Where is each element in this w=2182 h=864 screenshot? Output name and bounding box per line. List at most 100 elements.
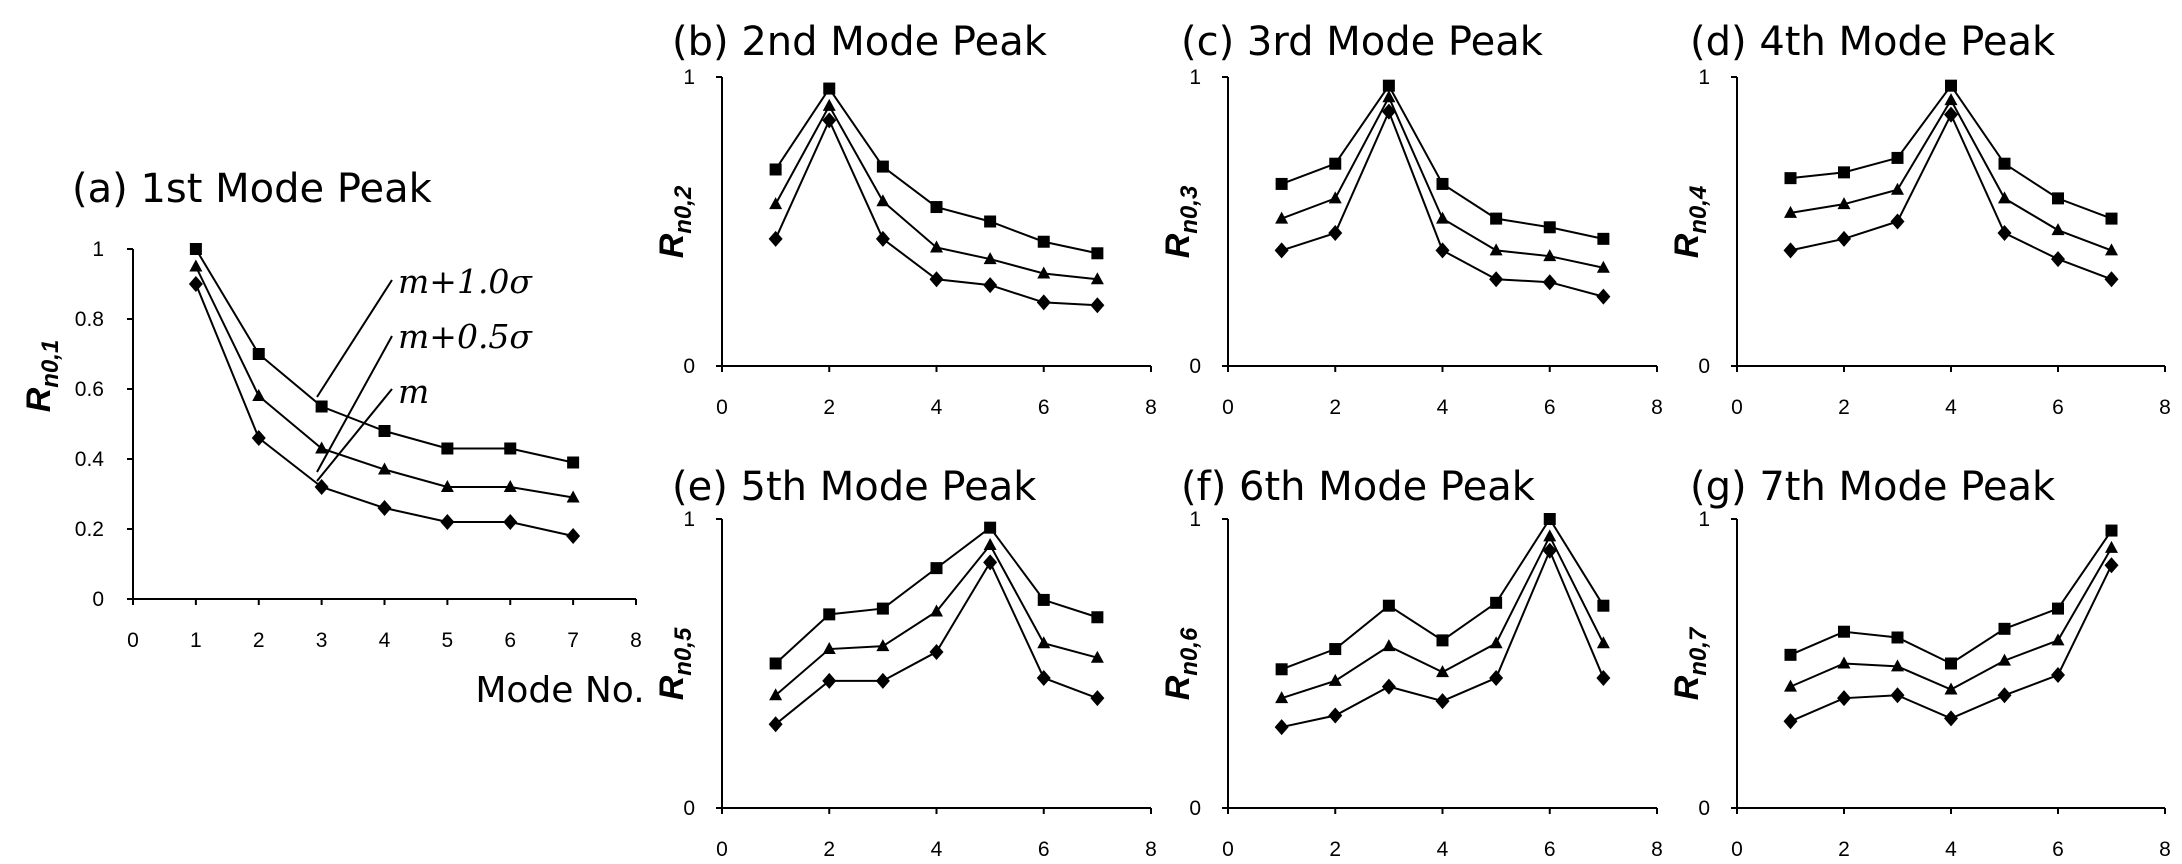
data-point [1436, 634, 1449, 647]
series-annotation: m+0.5σ [398, 317, 533, 356]
data-point [1436, 665, 1449, 678]
data-point [1596, 288, 1611, 305]
data-point [1091, 611, 1104, 624]
x-tick-label: 4 [1437, 838, 1449, 861]
y-tick-label: 1 [1698, 508, 1710, 531]
x-tick-label: 8 [2159, 838, 2171, 861]
series-diamond [1783, 557, 2119, 730]
y-tick-label: 0 [1189, 797, 1201, 820]
x-tick-label: 6 [1544, 396, 1556, 419]
data-point [1944, 710, 1958, 727]
x-tick-label: 2 [823, 396, 835, 419]
data-point [1490, 596, 1503, 609]
panel-title: (f) 6th Mode Peak [1181, 464, 1536, 510]
data-point [188, 276, 203, 292]
data-point [769, 688, 783, 701]
data-point [504, 442, 517, 455]
data-point [823, 608, 836, 621]
y-axis-label: Rn0,5 [653, 627, 697, 700]
series-line [774, 86, 1098, 255]
data-point [1944, 682, 1958, 695]
data-point [1381, 103, 1396, 120]
data-point [1784, 205, 1797, 218]
series-square [1784, 79, 2118, 225]
x-tick-label: 6 [2052, 838, 2064, 861]
x-tick-label: 1 [190, 629, 202, 652]
panel-title: (c) 3rd Mode Peak [1181, 19, 1544, 65]
annotation-leader [316, 335, 393, 473]
y-tick-label: 1 [1189, 508, 1201, 531]
y-tick-label: 1 [683, 66, 695, 89]
data-point [1837, 690, 1851, 707]
x-tick-label: 6 [1038, 396, 1050, 419]
x-axis-label: Mode No. [475, 670, 644, 711]
data-point [930, 240, 943, 253]
data-point [378, 425, 391, 437]
data-point [567, 456, 580, 469]
data-point [251, 430, 266, 446]
data-point [440, 480, 454, 492]
data-point [1784, 679, 1797, 692]
x-tick-label: 2 [823, 838, 835, 861]
data-point [377, 500, 392, 516]
data-point [1997, 687, 2012, 704]
data-point [1382, 79, 1395, 92]
panel-f: 0 1 0 2 4 6 8 (f) 6th Mode Peak Rn0,6 [1159, 464, 1663, 861]
y-axis-label: Rn0,3 [1159, 185, 1203, 258]
data-point [1596, 260, 1610, 273]
x-tick-label: 7 [567, 629, 579, 652]
data-point [823, 82, 836, 95]
data-point [1489, 636, 1503, 649]
data-point [1998, 191, 2011, 204]
data-point [1328, 707, 1343, 724]
y-tick-label: 1 [92, 238, 104, 261]
data-point [2104, 557, 2119, 574]
data-point [1435, 693, 1450, 710]
data-point [1382, 599, 1395, 612]
data-point [1890, 213, 1905, 230]
data-point [2051, 223, 2065, 236]
series-triangle [769, 98, 1104, 285]
data-point [1090, 650, 1104, 663]
data-point [1542, 274, 1557, 291]
data-point [1837, 656, 1851, 669]
data-point [2105, 243, 2118, 256]
panel-title: (a) 1st Mode Peak [72, 166, 433, 212]
x-tick-label: 3 [316, 629, 328, 652]
data-point [1838, 166, 1850, 179]
x-tick-label: 2 [1329, 396, 1341, 419]
x-tick-label: 0 [716, 396, 728, 419]
data-point [1329, 157, 1342, 170]
series-annotation: m [398, 372, 429, 411]
data-point [1090, 272, 1104, 285]
data-point [930, 604, 943, 617]
data-point [1037, 593, 1050, 606]
x-tick-label: 6 [1038, 838, 1050, 861]
data-point [441, 442, 454, 455]
data-point [1090, 297, 1105, 314]
x-tick-label: 4 [1945, 396, 1957, 419]
data-point [768, 716, 783, 733]
data-point [1489, 669, 1504, 686]
y-axis-label: Rn0,1 [20, 340, 64, 413]
data-point [1037, 266, 1051, 279]
data-point [1597, 232, 1610, 245]
x-tick-label: 4 [379, 629, 391, 652]
x-tick-label: 8 [630, 629, 642, 652]
y-tick-label: 0.6 [75, 378, 104, 401]
y-axis-label: Rn0,7 [1668, 626, 1712, 700]
data-point [929, 271, 944, 288]
y-tick-label: 0 [1189, 355, 1201, 378]
data-point [503, 480, 517, 492]
data-point [1783, 242, 1798, 259]
y-axis-label: Rn0,2 [653, 185, 697, 258]
series-triangle [189, 259, 580, 503]
data-point [566, 528, 581, 544]
data-point [1837, 230, 1851, 247]
x-tick-label: 0 [1731, 838, 1743, 861]
series-diamond [188, 276, 581, 544]
data-point [2104, 271, 2119, 288]
x-tick-label: 4 [1437, 396, 1449, 419]
data-point [1543, 529, 1557, 542]
x-tick-label: 0 [1731, 396, 1743, 419]
